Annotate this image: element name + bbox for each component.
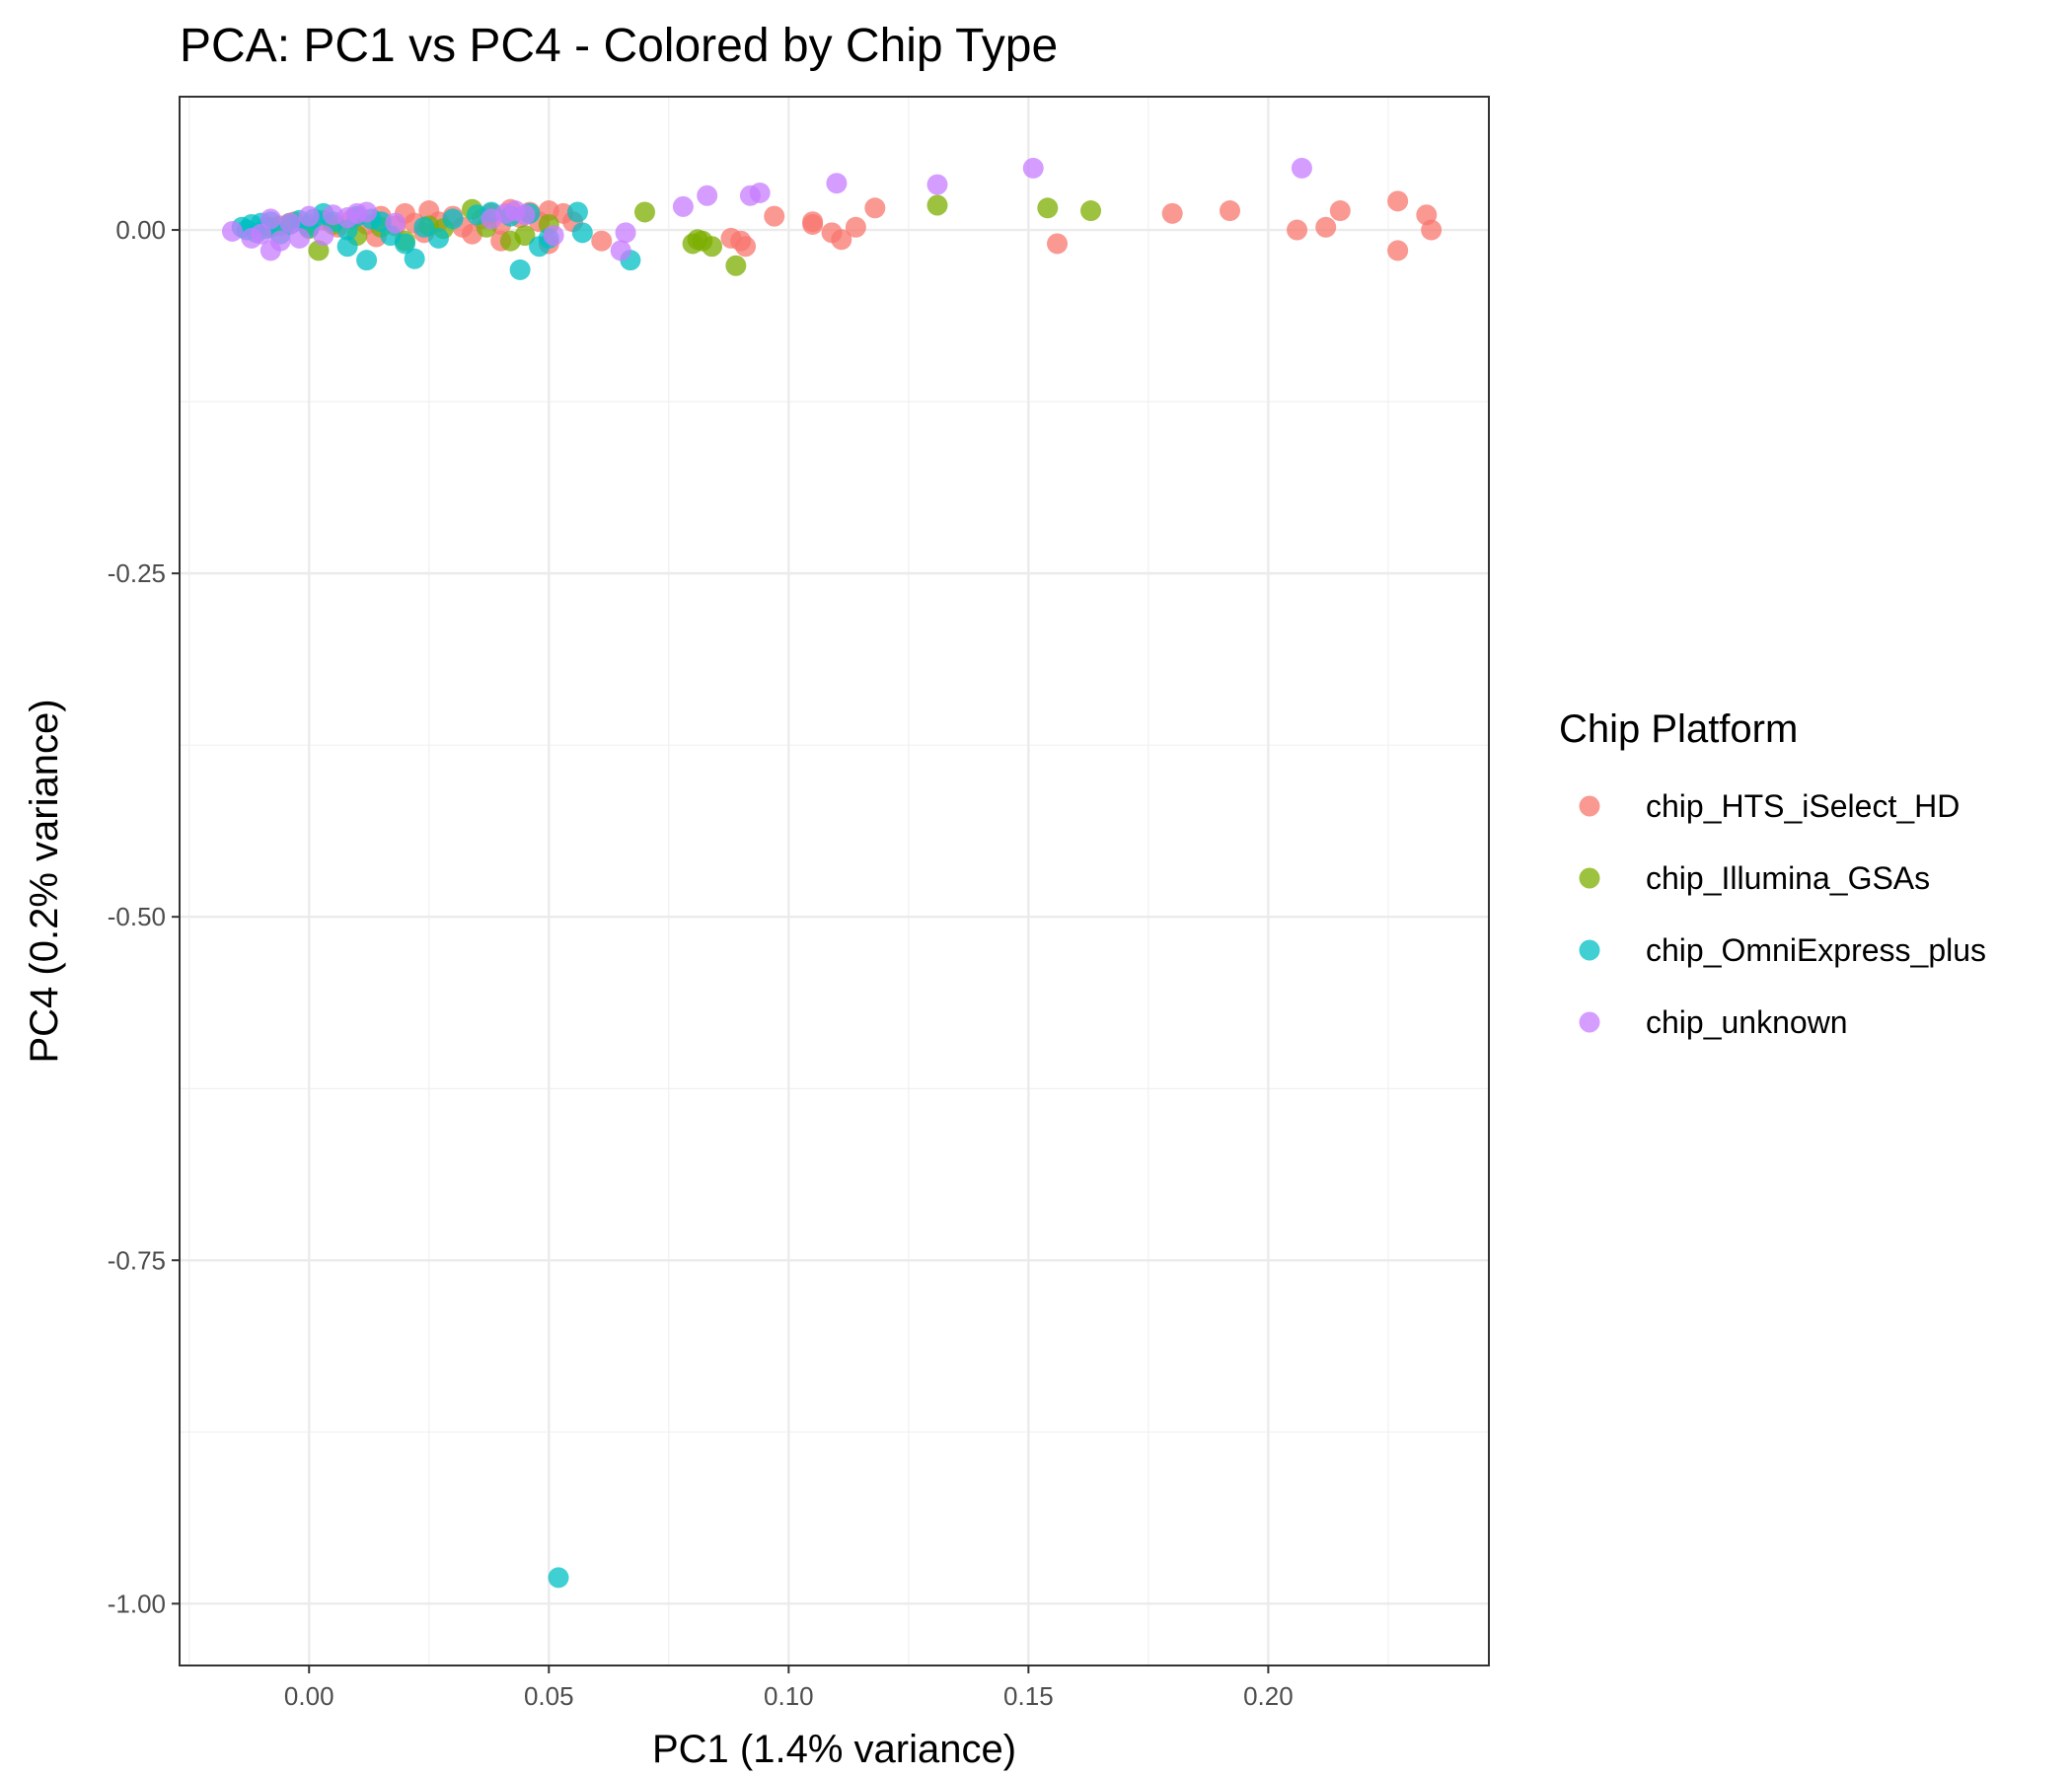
x-tick-label: 0.20	[1243, 1681, 1294, 1711]
data-point	[826, 173, 848, 194]
plot-panel	[180, 97, 1489, 1665]
data-point	[926, 194, 948, 216]
data-point	[394, 233, 415, 255]
data-point	[1315, 216, 1337, 238]
data-point	[427, 227, 449, 249]
legend-label: chip_HTS_iSelect_HD	[1646, 788, 1960, 824]
series-chip_unknown	[221, 157, 1312, 261]
data-point	[749, 182, 771, 203]
data-point	[1022, 157, 1044, 179]
data-point	[571, 222, 593, 244]
data-point	[356, 250, 378, 271]
data-point	[509, 259, 531, 280]
data-point	[615, 222, 636, 244]
x-tick-label: 0.15	[1003, 1681, 1054, 1711]
data-point	[764, 205, 785, 227]
data-point	[702, 236, 723, 258]
data-point	[413, 216, 435, 238]
legend-key	[1579, 1011, 1600, 1033]
data-point	[289, 227, 311, 249]
data-point	[404, 248, 425, 269]
data-point	[543, 225, 564, 247]
x-axis-ticks: 0.00 0.05 0.10 0.15 0.20	[284, 1665, 1294, 1711]
data-point	[1080, 200, 1102, 222]
data-point	[279, 212, 301, 234]
data-point	[1387, 240, 1409, 261]
data-points	[221, 157, 1443, 1589]
data-point	[442, 208, 464, 230]
legend-item: chip_OmniExpress_plus	[1579, 932, 1986, 968]
data-point	[697, 185, 718, 206]
legend-label: chip_unknown	[1646, 1004, 1848, 1040]
data-point	[1387, 190, 1409, 212]
x-tick-label: 0.10	[764, 1681, 814, 1711]
plot-border	[179, 96, 1490, 1666]
data-point	[356, 201, 378, 223]
legend-key	[1579, 867, 1600, 889]
legend: Chip Platform chip_HTS_iSelect_HD chip_Il…	[1559, 707, 1986, 1040]
data-point	[514, 204, 536, 226]
data-point	[672, 195, 694, 217]
legend-label: chip_OmniExpress_plus	[1646, 932, 1986, 968]
data-point	[845, 216, 866, 238]
data-point	[548, 1567, 569, 1589]
y-axis-ticks: 0.00 -0.25 -0.50 -0.75 -1.00	[108, 215, 180, 1618]
data-point	[831, 229, 852, 251]
data-point	[251, 223, 272, 245]
data-point	[926, 174, 948, 195]
data-point	[336, 236, 358, 258]
legend-items: chip_HTS_iSelect_HD chip_Illumina_GSAschi…	[1579, 788, 1986, 1040]
data-point	[725, 255, 747, 276]
data-point	[313, 225, 334, 247]
legend-title: Chip Platform	[1559, 707, 1798, 751]
x-tick-label: 0.05	[524, 1681, 574, 1711]
y-tick-label: 0.00	[115, 215, 166, 245]
data-point	[1287, 219, 1308, 241]
data-point	[802, 213, 824, 235]
data-point	[269, 230, 291, 252]
data-point	[1037, 197, 1059, 219]
data-point	[1421, 219, 1443, 241]
chart-title: PCA: PC1 vs PC4 - Colored by Chip Type	[180, 20, 1058, 72]
legend-item: chip_Illumina_GSAs	[1579, 860, 1930, 896]
data-point	[610, 240, 631, 261]
legend-item: chip_HTS_iSelect_HD	[1579, 788, 1960, 824]
data-point	[298, 205, 320, 227]
data-point	[1161, 202, 1183, 224]
data-point	[1291, 157, 1312, 179]
y-tick-label: -0.25	[108, 558, 166, 588]
data-point	[1329, 200, 1351, 222]
grid-lines	[180, 97, 1489, 1665]
data-point	[385, 212, 407, 234]
data-point	[735, 236, 757, 258]
y-tick-label: -0.50	[108, 902, 166, 931]
legend-label: chip_Illumina_GSAs	[1646, 860, 1930, 896]
data-point	[221, 220, 243, 242]
data-point	[514, 225, 536, 247]
y-tick-label: -1.00	[108, 1589, 166, 1618]
legend-key	[1579, 795, 1600, 817]
data-point	[566, 201, 588, 223]
y-axis-title: PC4 (0.2% variance)	[23, 699, 66, 1063]
data-point	[259, 208, 281, 230]
data-point	[1047, 233, 1069, 255]
y-tick-label: -0.75	[108, 1245, 166, 1275]
data-point	[1220, 200, 1241, 222]
legend-item: chip_unknown	[1579, 1004, 1848, 1040]
data-point	[591, 230, 613, 252]
data-point	[864, 197, 886, 219]
data-point	[633, 201, 655, 223]
x-tick-label: 0.00	[284, 1681, 334, 1711]
x-axis-title: PC1 (1.4% variance)	[652, 1728, 1016, 1771]
legend-key	[1579, 939, 1600, 961]
